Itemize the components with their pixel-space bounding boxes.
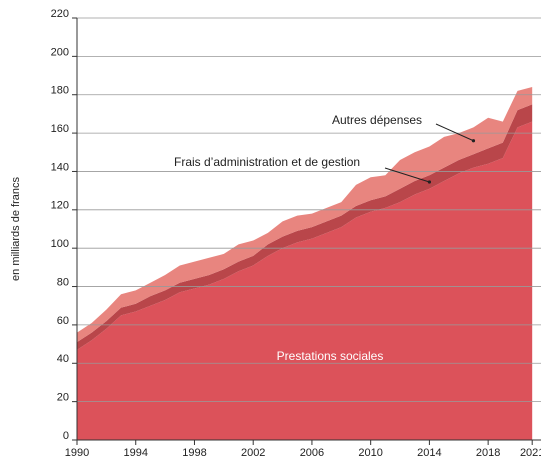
leader-line [435, 123, 474, 142]
y-axis-label: en milliards de francs [10, 177, 22, 281]
y-tick-label: 220 [51, 8, 69, 20]
x-tick-label: 2006 [300, 447, 324, 459]
y-tick-label: 160 [51, 123, 69, 135]
x-tick-label: 1998 [182, 447, 206, 459]
y-tick-label: 40 [57, 353, 69, 365]
y-tick-label: 80 [57, 276, 69, 288]
leader-line [384, 167, 430, 183]
y-tick-label: 20 [57, 392, 69, 404]
leader-dot [471, 139, 476, 143]
area [77, 121, 533, 440]
y-tick-label: 200 [51, 46, 69, 58]
y-tick-label: 60 [57, 315, 69, 327]
x-tick-label: 2014 [417, 447, 441, 459]
x-tick-label: 2002 [241, 447, 265, 459]
x-tick-label: 1994 [123, 447, 147, 459]
y-tick-label: 140 [51, 161, 69, 173]
x-tick-label: 2021 [520, 447, 541, 459]
x-tick-label: 2010 [358, 447, 382, 459]
y-tick-label: 0 [63, 430, 69, 442]
x-tick-label: 1990 [65, 447, 89, 459]
series-label: Frais d’administration et de gestion [174, 155, 360, 169]
y-tick-label: 120 [51, 200, 69, 212]
x-tick-label: 2018 [476, 447, 500, 459]
leader-dot [427, 180, 432, 184]
area [77, 104, 533, 350]
y-tick-label: 180 [51, 85, 69, 97]
series-label: Prestations sociales [277, 349, 384, 363]
y-tick-label: 100 [51, 238, 69, 250]
area [77, 87, 533, 343]
series-label: Autres dépenses [332, 113, 422, 127]
